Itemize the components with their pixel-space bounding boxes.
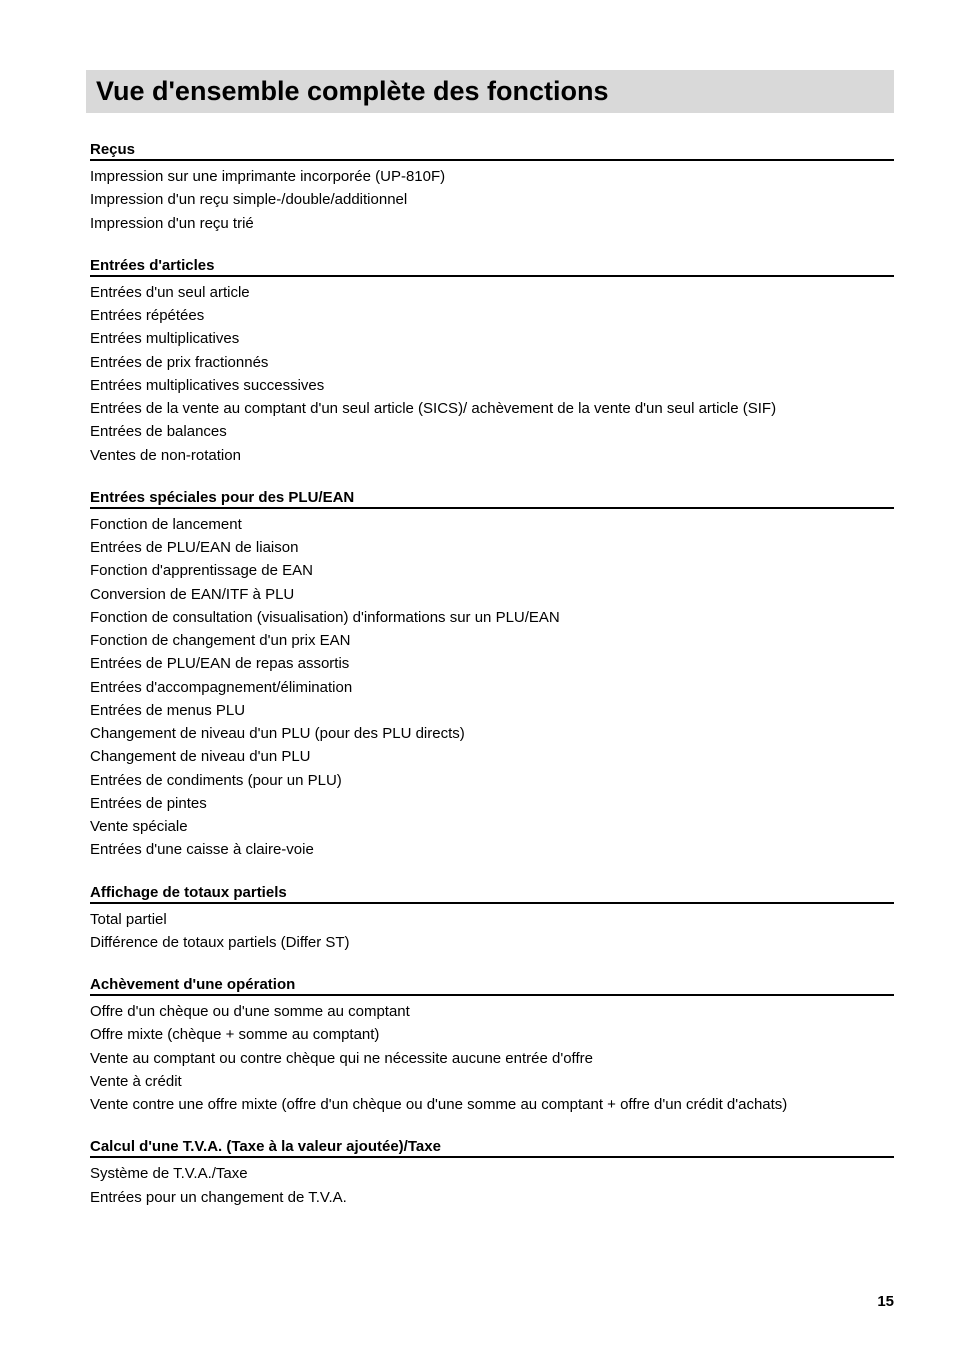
- section-line: Entrées d'accompagnement/élimination: [90, 676, 894, 699]
- section-line: Entrées répétées: [90, 304, 894, 327]
- section-line: Impression d'un reçu simple-/double/addi…: [90, 188, 894, 211]
- section-line: Entrées d'une caisse à claire-voie: [90, 838, 894, 861]
- section-line: Ventes de non-rotation: [90, 444, 894, 467]
- section: Calcul d'une T.V.A. (Taxe à la valeur aj…: [90, 1138, 894, 1209]
- section-line: Entrées multiplicatives: [90, 327, 894, 350]
- section-line: Entrées d'un seul article: [90, 281, 894, 304]
- page-number: 15: [877, 1293, 894, 1310]
- section-heading: Affichage de totaux partiels: [90, 884, 894, 904]
- section: Affichage de totaux partiels Total partie…: [90, 884, 894, 955]
- section-line: Entrées de balances: [90, 420, 894, 443]
- section-line: Fonction d'apprentissage de EAN: [90, 559, 894, 582]
- section-line: Impression sur une imprimante incorporée…: [90, 165, 894, 188]
- section-line: Changement de niveau d'un PLU: [90, 745, 894, 768]
- section: Entrées d'articles Entrées d'un seul arti…: [90, 257, 894, 467]
- section-line: Entrées de pintes: [90, 792, 894, 815]
- document-page: Vue d'ensemble complète des fonctions Re…: [0, 0, 954, 1348]
- section-line: Entrées de prix fractionnés: [90, 351, 894, 374]
- section-line: Fonction de changement d'un prix EAN: [90, 629, 894, 652]
- section-heading: Entrées d'articles: [90, 257, 894, 277]
- section-line: Changement de niveau d'un PLU (pour des …: [90, 722, 894, 745]
- section-line: Différence de totaux partiels (Differ ST…: [90, 931, 894, 954]
- section-heading: Reçus: [90, 141, 894, 161]
- section-line: Entrées de la vente au comptant d'un seu…: [90, 397, 894, 420]
- section: Entrées spéciales pour des PLU/EAN Foncti…: [90, 489, 894, 862]
- section-line: Total partiel: [90, 908, 894, 931]
- section-line: Système de T.V.A./Taxe: [90, 1162, 894, 1185]
- section-line: Entrées pour un changement de T.V.A.: [90, 1186, 894, 1209]
- section-line: Impression d'un reçu trié: [90, 212, 894, 235]
- section-line: Entrées de menus PLU: [90, 699, 894, 722]
- section-line: Vente au comptant ou contre chèque qui n…: [90, 1047, 894, 1070]
- section-line: Vente spéciale: [90, 815, 894, 838]
- section-line: Conversion de EAN/ITF à PLU: [90, 583, 894, 606]
- section-line: Fonction de consultation (visualisation)…: [90, 606, 894, 629]
- page-title: Vue d'ensemble complète des fonctions: [86, 70, 894, 113]
- sections-container: Reçus Impression sur une imprimante incor…: [90, 141, 894, 1209]
- section: Reçus Impression sur une imprimante incor…: [90, 141, 894, 235]
- section-line: Fonction de lancement: [90, 513, 894, 536]
- section-heading: Achèvement d'une opération: [90, 976, 894, 996]
- section-line: Offre d'un chèque ou d'une somme au comp…: [90, 1000, 894, 1023]
- section: Achèvement d'une opération Offre d'un chè…: [90, 976, 894, 1116]
- section-line: Vente contre une offre mixte (offre d'un…: [90, 1093, 894, 1116]
- section-heading: Calcul d'une T.V.A. (Taxe à la valeur aj…: [90, 1138, 894, 1158]
- section-line: Offre mixte (chèque + somme au comptant): [90, 1023, 894, 1046]
- section-line: Entrées de condiments (pour un PLU): [90, 769, 894, 792]
- section-line: Vente à crédit: [90, 1070, 894, 1093]
- section-line: Entrées multiplicatives successives: [90, 374, 894, 397]
- section-line: Entrées de PLU/EAN de liaison: [90, 536, 894, 559]
- section-line: Entrées de PLU/EAN de repas assortis: [90, 652, 894, 675]
- section-heading: Entrées spéciales pour des PLU/EAN: [90, 489, 894, 509]
